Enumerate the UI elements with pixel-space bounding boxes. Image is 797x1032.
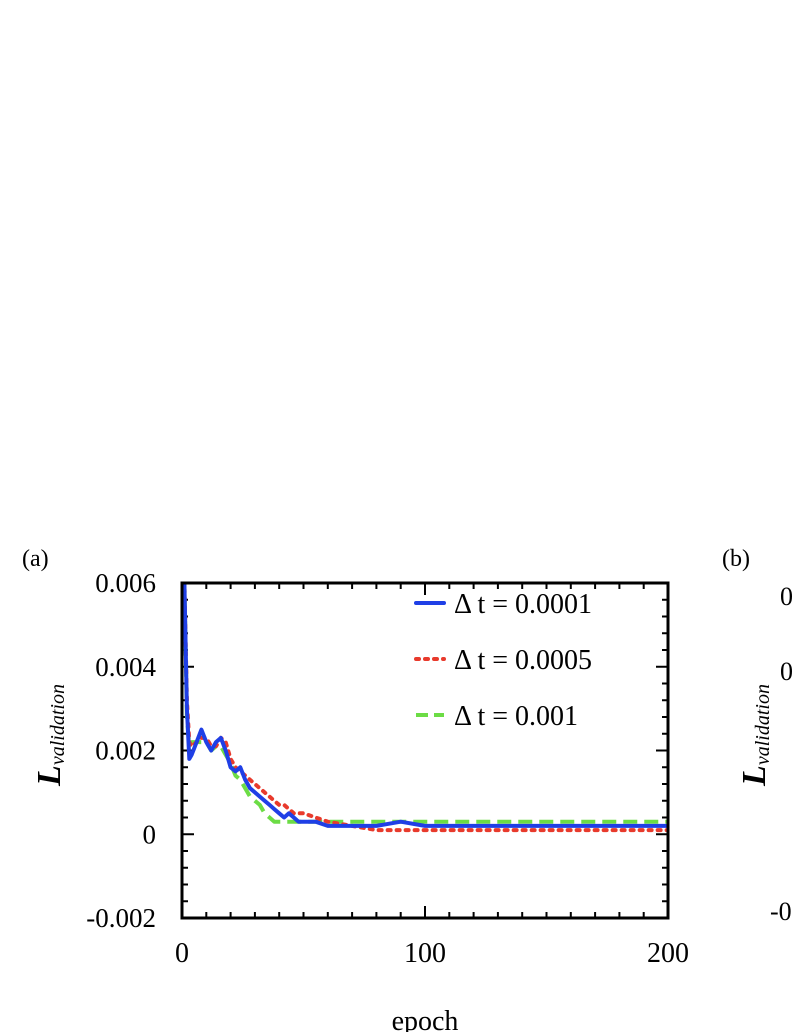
panel-b-y-tick-mid: 0 [780, 657, 793, 686]
y-tick-label: 0 [143, 819, 157, 849]
panel-b-y-label-main: L [736, 765, 773, 787]
panel-a-y-axis-label: Lvalidation [31, 684, 69, 787]
series-line-3 [182, 583, 668, 824]
panel-b-y-label-sub: validation [752, 684, 774, 765]
panel-a-x-axis-label: epoch [392, 1006, 459, 1032]
y-tick-label: -0.002 [86, 903, 156, 933]
x-tick-label: 0 [175, 938, 189, 969]
panel-b-label: (b) [722, 546, 750, 572]
panel-a-plot: 0.006 0.004 0.002 0 -0.002 0 100 200 Δ t = 0.000… [86, 568, 689, 969]
legend-label-3: Δ t = 0.001 [454, 701, 578, 732]
panel-b-y-tick-top: 0 [780, 582, 793, 611]
x-tick-label: 200 [647, 938, 689, 969]
y-axis-label-main: L [31, 765, 68, 787]
panel-a-frame [180, 581, 670, 920]
series-line-1 [182, 583, 668, 828]
svg-text:Lvalidation: Lvalidation [31, 684, 69, 787]
y-tick-label: 0.002 [95, 736, 156, 766]
panel-b-y-tick-bottom: -0 [770, 897, 792, 926]
y-tick-label: 0.006 [95, 568, 156, 598]
panel-b-y-axis-label: Lvalidation [736, 684, 774, 787]
legend-label-2: Δ t = 0.0005 [454, 645, 592, 676]
x-tick-label: 100 [404, 938, 446, 969]
panel-a-label: (a) [22, 546, 49, 572]
legend-label-1: Δ t = 0.0001 [454, 589, 592, 620]
y-tick-label: 0.004 [95, 652, 156, 682]
svg-text:Lvalidation: Lvalidation [736, 684, 774, 787]
y-axis-label-sub: validation [47, 684, 69, 765]
